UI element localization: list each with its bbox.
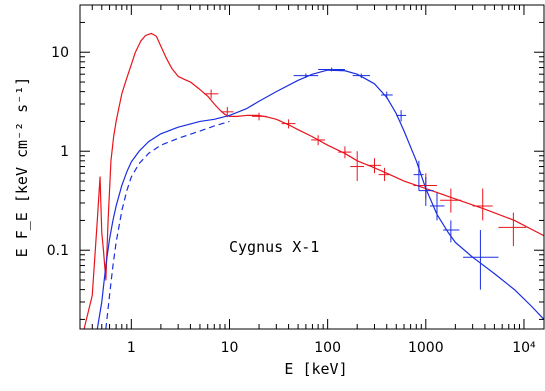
annotation-cygnus-x1: Cygnus X-1	[229, 238, 319, 256]
error-point-red-8	[378, 167, 390, 182]
tick-layer: 1 10 100 1000 10⁴ 0.1 1 10	[47, 4, 544, 356]
error-point-red-0	[203, 89, 219, 99]
series-red-solid-line	[83, 32, 545, 330]
error-point-blue-13	[293, 73, 319, 78]
error-point-red-5	[338, 146, 352, 159]
x-tick-label: 100	[314, 340, 341, 356]
error-point-red-7	[367, 158, 382, 174]
error-point-blue-14	[318, 67, 345, 72]
error-point-blue-22	[463, 230, 499, 290]
error-point-blue-19	[418, 176, 434, 206]
series-blue-solid-line	[96, 69, 545, 330]
x-tick-label: 1	[127, 340, 136, 356]
x-tick-label: 1000	[408, 340, 444, 356]
error-point-red-12	[498, 212, 527, 247]
error-point-red-10	[440, 188, 462, 213]
x-axis-label: E [keV]	[284, 360, 347, 378]
error-point-blue-20	[429, 192, 445, 221]
error-point-red-6	[350, 151, 365, 182]
error-point-blue-17	[396, 110, 407, 122]
error-point-red-2	[252, 112, 267, 121]
error-point-red-3	[281, 119, 296, 129]
error-point-red-1	[221, 106, 234, 118]
y-tick-label: 1	[60, 144, 69, 160]
series-layer	[83, 32, 545, 330]
error-point-red-4	[311, 135, 326, 146]
series-blue-dashed-line	[105, 120, 230, 330]
error-point-blue-16	[381, 91, 393, 99]
error-point-blue-21	[443, 220, 460, 243]
plot-frame	[79, 4, 545, 330]
x-tick-label: 10	[221, 340, 239, 356]
y-axis-label: E F_E [keV cm⁻² s⁻¹]	[13, 77, 31, 258]
error-point-blue-18	[413, 160, 424, 191]
error-point-red-11	[472, 188, 493, 221]
y-tick-label: 0.1	[47, 243, 69, 259]
error-bar-layer	[203, 67, 527, 290]
x-tick-label: 10⁴	[512, 340, 536, 356]
error-point-red-9	[413, 173, 437, 199]
y-tick-label: 10	[51, 45, 69, 61]
error-point-blue-15	[352, 73, 370, 78]
